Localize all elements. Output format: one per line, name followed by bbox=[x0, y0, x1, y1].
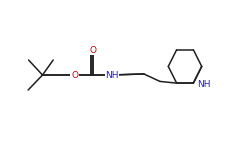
Text: NH: NH bbox=[197, 80, 211, 89]
Text: O: O bbox=[89, 46, 96, 55]
Text: NH: NH bbox=[106, 70, 119, 80]
Text: O: O bbox=[89, 46, 96, 55]
Text: NH: NH bbox=[106, 70, 119, 80]
Text: O: O bbox=[71, 70, 78, 80]
Text: O: O bbox=[71, 70, 78, 80]
Text: NH: NH bbox=[197, 80, 211, 89]
